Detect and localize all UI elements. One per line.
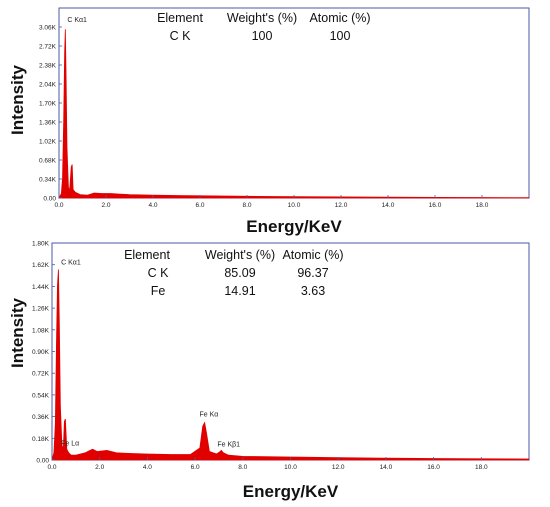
x-tick-label: 2.0 <box>101 202 110 209</box>
x-axis-label: Energy/KeV <box>246 217 342 236</box>
composition-header: Element <box>157 11 203 25</box>
y-tick-label: 0.72K <box>32 371 50 378</box>
composition-header: Weight's (%) <box>227 11 297 25</box>
y-tick-label: 0.34K <box>39 177 57 184</box>
x-tick-label: 14.0 <box>380 464 393 471</box>
peak-label: C Kα1 <box>61 260 81 267</box>
spectrum-panel-2: 0.00 0.18K 0.36K 0.54K 0.72K 0.90K 1.08K 1.26K 1… <box>8 241 530 501</box>
composition-cell: 85.09 <box>224 266 255 280</box>
y-tick-label: 1.44K <box>32 284 50 291</box>
x-tick-label: 16.0 <box>429 202 442 209</box>
y-tick-label: 2.04K <box>39 82 57 89</box>
composition-cell: 96.37 <box>297 266 328 280</box>
plot-frame <box>51 242 530 461</box>
y-tick-label: 2.38K <box>39 63 57 70</box>
x-tick-label: 14.0 <box>382 202 395 209</box>
y-tick-label: 1.62K <box>32 262 50 269</box>
y-tick-label: 1.02K <box>39 139 57 146</box>
composition-header: Element <box>124 248 170 262</box>
x-tick-label: 2.0 <box>95 464 104 471</box>
x-tick-label: 8.0 <box>238 464 247 471</box>
y-tick-label: 1.08K <box>32 327 50 334</box>
y-tick-label: 0.00 <box>43 196 56 203</box>
spectrum-area <box>51 269 530 461</box>
y-tick-label: 1.70K <box>39 101 57 108</box>
x-tick-label: 16.0 <box>427 464 440 471</box>
x-tick-label: 18.0 <box>476 202 489 209</box>
x-tick-label: 0.0 <box>47 464 56 471</box>
peak-label: C Kα1 <box>67 17 87 24</box>
x-tick-label: 10.0 <box>284 464 297 471</box>
y-tick-label: 0.36K <box>32 414 50 421</box>
peak-label: Fe Lα <box>61 441 79 448</box>
y-tick-label: 1.36K <box>39 120 57 127</box>
x-tick-label: 4.0 <box>143 464 152 471</box>
x-tick-label: 0.0 <box>54 202 63 209</box>
x-tick-label: 8.0 <box>242 202 251 209</box>
y-tick-label: 3.06K <box>39 25 57 32</box>
composition-cell: 100 <box>330 29 351 43</box>
composition-header: Atomic (%) <box>309 11 370 25</box>
x-tick-label: 18.0 <box>475 464 488 471</box>
y-tick-label: 0.90K <box>32 349 50 356</box>
y-tick-label: 1.80K <box>32 241 50 248</box>
y-axis-label: Intensity <box>8 65 27 135</box>
y-tick-label: 2.72K <box>39 44 57 51</box>
composition-cell: C K <box>170 29 192 43</box>
composition-cell: 14.91 <box>224 284 255 298</box>
y-tick-label: 0.18K <box>32 436 50 443</box>
x-tick-label: 10.0 <box>288 202 301 209</box>
x-axis-label: Energy/KeV <box>243 482 339 501</box>
x-tick-label: 12.0 <box>332 464 345 471</box>
spectrum-panel-1: 0.00 0.34K 0.68K 1.02K 1.36K 1.70K 2.04K 2.38K 2… <box>8 7 530 236</box>
composition-cell: 3.63 <box>301 284 325 298</box>
y-axis-label: Intensity <box>8 298 27 368</box>
spectrum-area <box>58 29 530 199</box>
y-tick-label: 0.54K <box>32 392 50 399</box>
plot-frame <box>58 7 530 199</box>
x-tick-label: 6.0 <box>195 202 204 209</box>
x-tick-label: 12.0 <box>335 202 348 209</box>
composition-header: Weight's (%) <box>205 248 275 262</box>
y-tick-label: 0.68K <box>39 158 57 165</box>
x-tick-label: 4.0 <box>148 202 157 209</box>
composition-header: Atomic (%) <box>282 248 343 262</box>
y-tick-label: 1.26K <box>32 306 50 313</box>
y-tick-label: 0.00 <box>36 458 49 465</box>
peak-label: Fe Kα <box>199 412 218 419</box>
x-tick-label: 6.0 <box>191 464 200 471</box>
composition-cell: Fe <box>151 284 166 298</box>
composition-cell: C K <box>148 266 170 280</box>
composition-cell: 100 <box>252 29 273 43</box>
peak-label: Fe Kβ1 <box>217 442 240 449</box>
